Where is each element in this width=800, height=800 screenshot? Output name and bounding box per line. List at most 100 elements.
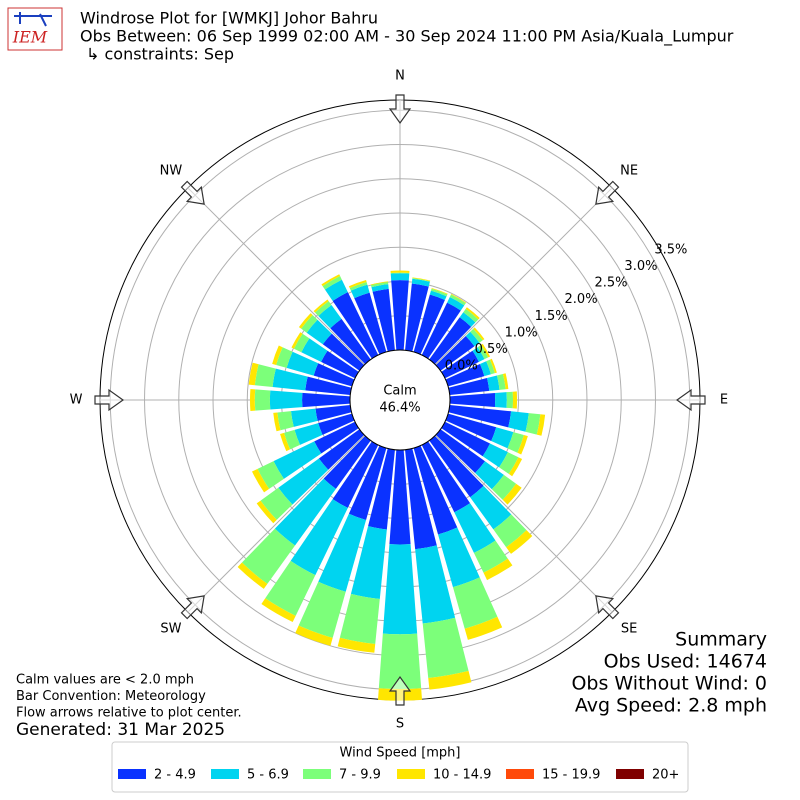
bar-segment [321, 350, 359, 379]
bar-segment [276, 347, 293, 368]
bar-segment [506, 391, 514, 409]
bar-segment [452, 577, 498, 629]
bar-segment [273, 412, 281, 432]
bar-segment [254, 364, 276, 388]
bar-segment [290, 408, 318, 427]
flow-arrow [180, 180, 205, 205]
bar-segment [252, 468, 270, 493]
legend-label: 15 - 19.9 [542, 768, 600, 783]
direction-label: E [720, 393, 728, 408]
bar-segment [354, 292, 387, 355]
bar-segment [445, 364, 485, 387]
bar-segment [390, 270, 410, 273]
bar-segment [465, 307, 480, 320]
bar-segment [254, 389, 271, 411]
bar-segment [248, 362, 259, 386]
legend-swatch [506, 769, 534, 779]
logo-text: IEM [12, 28, 48, 47]
bar-segment [350, 284, 370, 299]
bar-segment [286, 351, 319, 376]
bar-segment [411, 278, 430, 287]
bar-segment [318, 305, 342, 329]
bar-segment [265, 560, 316, 616]
bar-segment [536, 414, 546, 436]
bar-segment [350, 526, 387, 599]
r-tick-label: 1.0% [505, 325, 538, 340]
bar-segment [412, 277, 431, 282]
bar-segment [413, 445, 458, 535]
legend-swatch [397, 769, 425, 779]
chart-subtitle: Obs Between: 06 Sep 1999 02:00 AM - 30 S… [80, 27, 734, 47]
bar-segment [257, 461, 284, 489]
bar-segment [272, 345, 283, 365]
bar-segment [491, 474, 517, 500]
bar-segment [315, 301, 332, 317]
legend-label: 7 - 9.9 [339, 768, 381, 783]
radial-grid-line [435, 435, 613, 613]
legend-label: 20+ [652, 768, 679, 783]
bar-segment [305, 376, 352, 395]
bar-segment [293, 333, 310, 353]
bar-segment [294, 423, 323, 445]
bar-segment [368, 448, 395, 530]
note-line: Bar Convention: Meteorology [16, 689, 206, 704]
bar-segment [421, 441, 471, 513]
bar-segment [470, 328, 483, 343]
bar-segment [464, 616, 503, 640]
bar-segment [389, 449, 411, 545]
bar-segment [421, 302, 461, 359]
flow-arrow [675, 388, 706, 412]
flow-arrow [595, 180, 620, 205]
bar-segment [499, 452, 519, 474]
bar-segment [301, 338, 328, 362]
bar-segment [302, 392, 351, 408]
bar-segment [493, 514, 527, 548]
bar-segment [447, 297, 465, 311]
bar-segment [237, 562, 268, 589]
bar-segment [422, 617, 469, 679]
bar-segment [269, 390, 303, 410]
flow-arrow [595, 595, 620, 620]
bar-segment [454, 503, 496, 553]
bar-segment [337, 637, 376, 653]
radial-grid-line [187, 187, 365, 365]
bar-segment [512, 391, 518, 409]
bar-segment [435, 429, 485, 474]
bar-segment [441, 421, 491, 457]
bar-segment [508, 411, 529, 432]
summary-line: Obs Used: 14674 [604, 651, 767, 673]
bar-segment [250, 389, 256, 411]
chart-title: Windrose Plot for [WMKJ] Johor Bahru [80, 9, 378, 28]
r-tick-label: 1.5% [535, 309, 568, 324]
bar-segment [429, 290, 447, 301]
bar-segment [382, 544, 418, 635]
bar-segment [413, 294, 445, 355]
bar-segment [429, 435, 484, 498]
bar-segment [486, 375, 500, 391]
calm-label: Calm [383, 384, 416, 399]
bar-segment [318, 413, 355, 435]
bar-segment [459, 312, 476, 327]
bar-segment [278, 458, 329, 505]
bar-segment [507, 432, 524, 453]
bar-segment [491, 427, 514, 449]
bar-segment [291, 332, 303, 349]
calm-circle [349, 349, 451, 451]
bar-segment [441, 350, 479, 379]
bar-segment [348, 280, 367, 289]
bar-segment [378, 633, 422, 690]
bar-segment [298, 313, 313, 329]
flow-arrow [94, 388, 125, 412]
r-tick-label: 2.0% [565, 292, 598, 307]
bar-segment [435, 336, 475, 371]
bar-segment [431, 287, 448, 295]
generated: Generated: 31 Mar 2025 [16, 720, 225, 740]
bar-segment [390, 273, 410, 281]
bar-segment [256, 500, 277, 524]
r-tick-label: 3.5% [654, 242, 687, 257]
bar-segment [324, 279, 348, 301]
bar-segment [273, 441, 322, 479]
direction-label: SW [160, 622, 181, 637]
plot-area: Calm 46.4% 0.0% 0.5% 1.0%1.5% 2.0%2.5% 3.0% 3.5… [70, 69, 729, 732]
bar-segment [481, 343, 491, 358]
